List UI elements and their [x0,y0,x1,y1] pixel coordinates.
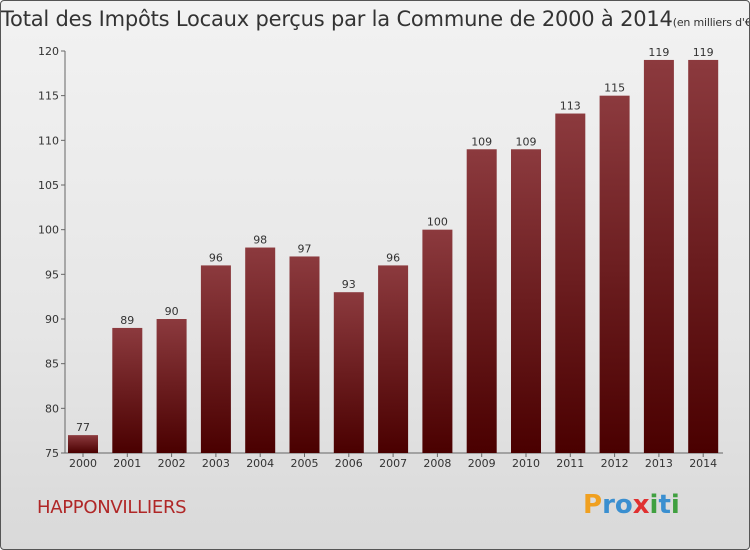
bar-value-label: 97 [298,242,312,255]
y-tick-label: 120 [38,45,59,58]
proxiti-logo: Proxiti [583,490,680,520]
y-tick-label: 85 [45,358,59,371]
bar [599,95,630,454]
logo-letter-p: P [583,490,603,520]
logo-letter-i1: i [649,490,659,520]
x-tick-label: 2008 [423,457,451,470]
bar [112,327,143,453]
y-tick-label: 80 [45,402,59,415]
bar-value-label: 109 [471,135,492,148]
y-tick-label: 95 [45,268,59,281]
bar [68,435,98,453]
y-tick-label: 110 [38,134,59,147]
bar [466,149,497,453]
x-tick-label: 2011 [556,457,584,470]
chart-title-text: Total des Impôts Locaux perçus par la Co… [1,7,673,31]
bar-value-label: 77 [76,421,90,434]
chart-unit: (en milliers d'€) [672,16,750,29]
y-tick-label: 100 [38,224,59,237]
y-tick-label: 105 [38,179,59,192]
x-tick-label: 2012 [601,457,629,470]
logo-letter-t: t [658,490,671,520]
x-tick-label: 2007 [379,457,407,470]
bar [156,319,187,453]
y-tick-label: 90 [45,313,59,326]
bar [688,59,719,453]
bar-value-label: 119 [693,46,714,59]
bar [511,149,541,453]
bar [643,59,674,453]
x-tick-label: 2003 [202,457,230,470]
logo-letter-x: x [632,490,650,520]
commune-name: HAPPONVILLIERS [37,497,187,518]
bar-value-label: 113 [560,100,581,113]
logo-letter-i2: i [670,490,680,520]
x-tick-label: 2014 [689,457,717,470]
bar [245,247,276,453]
bar-value-label: 115 [604,82,625,95]
x-tick-label: 2004 [246,457,274,470]
x-tick-label: 2001 [113,457,141,470]
bar [200,265,231,453]
bar-value-label: 100 [427,216,448,229]
chart-title: Total des Impôts Locaux perçus par la Co… [1,7,750,31]
bar-value-label: 90 [165,305,179,318]
bar [333,292,364,453]
y-tick-label: 75 [45,447,59,460]
logo-letter-o: o [614,490,633,520]
bar [555,113,586,454]
x-tick-label: 2000 [69,457,97,470]
x-tick-label: 2006 [335,457,363,470]
bar [289,256,320,453]
x-tick-label: 2010 [512,457,540,470]
y-tick-label: 115 [38,90,59,103]
bar-value-label: 98 [253,234,267,247]
x-tick-label: 2013 [645,457,673,470]
bar-value-label: 109 [516,135,537,148]
bar-value-label: 96 [209,251,223,264]
x-tick-label: 2002 [158,457,186,470]
bar-value-label: 93 [342,278,356,291]
x-tick-label: 2005 [291,457,319,470]
bar-value-label: 89 [120,314,134,327]
bar-value-label: 119 [648,46,669,59]
logo-letter-r: r [602,490,615,520]
bar [378,265,409,453]
x-tick-label: 2009 [468,457,496,470]
bar [422,229,453,453]
bar-value-label: 96 [386,251,400,264]
